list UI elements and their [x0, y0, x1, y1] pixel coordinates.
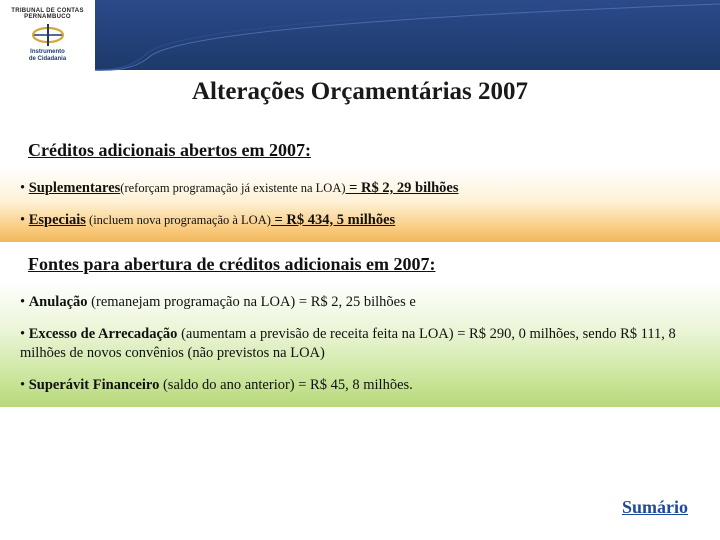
section2-item2: • Excesso de Arrecadação (aumentam a pre… [20, 319, 700, 370]
tagline: Instrumento de Cidadania [29, 49, 66, 62]
item-label: Anulação [29, 294, 88, 310]
item-tail: (remanejam programação na LOA) = R$ 2, 2… [88, 294, 416, 310]
section2-block: • Anulação (remanejam programação na LOA… [0, 281, 720, 407]
org-name: TRIBUNAL DE CONTAS PERNAMBUCO [11, 8, 84, 21]
section1-heading: Créditos adicionais abertos em 2007: [0, 140, 720, 167]
item-label: Excesso de Arrecadação [29, 326, 178, 342]
item-paren: (incluem nova programação à LOA) [86, 213, 271, 227]
item-tail: (saldo do ano anterior) = R$ 45, 8 milhõ… [159, 377, 412, 393]
item-label: Especiais [29, 212, 86, 228]
item-label: Superávit Financeiro [29, 377, 160, 393]
item-tail: = R$ 2, 29 bilhões [346, 180, 459, 196]
section2-item3: • Superávit Financeiro (saldo do ano ant… [20, 370, 700, 402]
header-band: TRIBUNAL DE CONTAS PERNAMBUCO Instrument… [0, 0, 720, 70]
section1-block: • Suplementares(reforçam programação já … [0, 167, 720, 242]
section2-item1: • Anulação (remanejam programação na LOA… [20, 287, 700, 319]
section1-item1: • Suplementares(reforçam programação já … [20, 173, 700, 205]
logo-icon [30, 23, 66, 47]
item-paren: (reforçam programação já existente na LO… [120, 181, 345, 195]
summary-link[interactable]: Sumário [622, 497, 688, 518]
content-area: Créditos adicionais abertos em 2007: • S… [0, 140, 720, 407]
section1-item2: • Especiais (incluem nova programação à … [20, 205, 700, 237]
section2-heading: Fontes para abertura de créditos adicion… [0, 254, 720, 281]
item-tail: = R$ 434, 5 milhões [271, 212, 395, 228]
page-title: Alterações Orçamentárias 2007 [0, 78, 720, 106]
item-label: Suplementares [29, 180, 121, 196]
header-logo: TRIBUNAL DE CONTAS PERNAMBUCO Instrument… [0, 0, 95, 70]
